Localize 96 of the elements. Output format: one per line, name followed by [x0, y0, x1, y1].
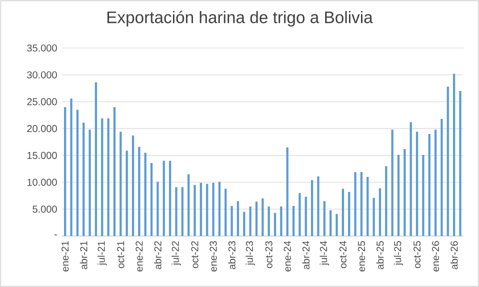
- bar: [175, 187, 178, 236]
- bar: [224, 188, 227, 236]
- bar: [94, 82, 98, 236]
- bar: [64, 107, 66, 236]
- x-tick-label: ene-21: [62, 241, 69, 272]
- x-tick-label: oct-24: [339, 241, 346, 268]
- bar: [336, 214, 338, 236]
- bar: [459, 90, 462, 236]
- bar: [268, 206, 270, 236]
- bar: [101, 118, 104, 236]
- x-tick-label: ene-22: [136, 241, 143, 272]
- bar: [360, 172, 363, 236]
- y-tick-label: 15.000: [27, 152, 57, 159]
- bar: [410, 122, 412, 236]
- y-tick-label: 30.000: [27, 71, 57, 78]
- bar: [132, 136, 134, 236]
- x-tick-label: jul-23: [246, 241, 255, 266]
- chart-title: Exportación harina de trigo a Bolivia: [107, 10, 373, 27]
- y-tick-label: -: [54, 234, 57, 236]
- bar: [144, 152, 146, 236]
- x-tick-label: jul-21: [97, 241, 107, 266]
- bar: [274, 212, 276, 236]
- bar: [323, 201, 326, 236]
- bar: [404, 148, 406, 236]
- y-tick-label: 5.000: [32, 206, 57, 213]
- y-tick-label: 20.000: [27, 125, 57, 132]
- bar: [76, 110, 79, 236]
- x-tick-label: oct-21: [117, 241, 124, 268]
- bar: [218, 182, 221, 236]
- x-tick-label: jul-22: [172, 241, 181, 266]
- bar: [212, 182, 214, 236]
- bar: [113, 107, 116, 236]
- bar: [107, 118, 110, 236]
- bar: [304, 196, 307, 236]
- x-tick-label: ene-25: [358, 241, 365, 272]
- bar: [397, 154, 400, 236]
- bar: [428, 134, 430, 236]
- bar: [280, 206, 282, 236]
- x-tick-label: jul-24: [320, 241, 330, 266]
- bar: [82, 122, 85, 236]
- bar: [416, 132, 418, 236]
- bar: [310, 180, 314, 236]
- bar: [230, 206, 233, 236]
- bar: [138, 146, 140, 236]
- bar: [255, 202, 258, 236]
- bar: [434, 130, 437, 236]
- bar: [342, 188, 344, 236]
- bar: [262, 198, 264, 236]
- bar: [243, 212, 246, 236]
- bar: [206, 184, 208, 236]
- bar: [150, 162, 153, 236]
- x-tick-label: ene-24: [284, 241, 291, 272]
- bar: [317, 176, 320, 236]
- bar: [366, 176, 369, 236]
- bar: [330, 210, 332, 236]
- x-tick-label: abr-25: [376, 241, 384, 270]
- bar: [156, 182, 159, 236]
- bar: [126, 150, 128, 236]
- bar: [372, 198, 375, 236]
- bar: [422, 154, 424, 236]
- bar: [292, 206, 295, 236]
- bar: [298, 193, 301, 236]
- bar: [181, 187, 184, 236]
- bar: [188, 174, 190, 236]
- x-tick-label: abr-24: [302, 241, 310, 270]
- x-tick-label: oct-22: [191, 241, 198, 268]
- bar: [194, 184, 196, 236]
- bar: [385, 166, 388, 236]
- y-tick-label: 25.000: [27, 98, 57, 106]
- x-tick-label: abr-21: [80, 241, 88, 270]
- bar: [88, 130, 91, 236]
- bar: [453, 74, 456, 236]
- bar: [120, 132, 122, 236]
- y-tick-label: 35.000: [27, 44, 57, 52]
- bar: [446, 86, 449, 236]
- bar: [249, 206, 252, 236]
- y-tick-label: 10.000: [27, 178, 57, 186]
- x-tick-label: abr-23: [228, 241, 236, 270]
- bar: [286, 147, 288, 236]
- bar: [391, 130, 394, 236]
- x-tick-label: oct-23: [265, 241, 272, 268]
- bar: [348, 192, 350, 236]
- bar: [168, 160, 172, 236]
- bar: [70, 98, 72, 236]
- bar: [162, 160, 165, 236]
- x-tick-label: oct-25: [413, 241, 421, 268]
- x-tick-label: ene-23: [210, 241, 217, 272]
- x-tick-label: jul-25: [394, 241, 404, 266]
- bar: [440, 118, 443, 236]
- bar: [378, 188, 382, 236]
- x-tick-label: abr-22: [154, 241, 162, 270]
- x-tick-label: ene-26: [432, 241, 440, 272]
- x-tick-label: abr-26: [450, 241, 458, 270]
- bar: [236, 201, 240, 236]
- bar: [200, 182, 202, 236]
- bar: [354, 172, 356, 236]
